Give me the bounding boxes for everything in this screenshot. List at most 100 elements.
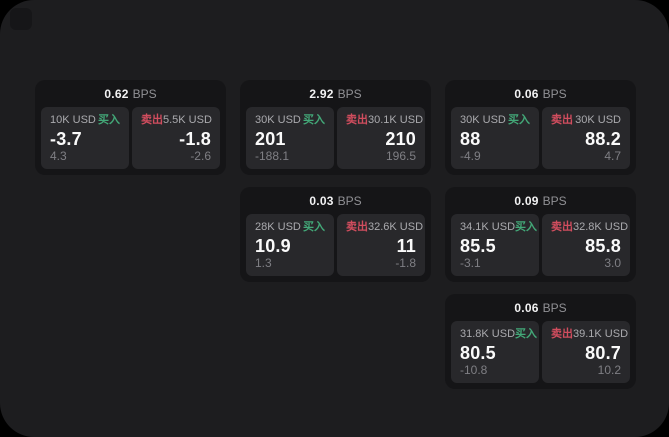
amount-label: 32.8K USD bbox=[573, 221, 629, 233]
amount-label: 39.1K USD bbox=[573, 328, 629, 340]
card-header: 0.03 BPS bbox=[240, 187, 431, 214]
buy-panel[interactable]: 28K USD 买入 10.9 1.3 bbox=[246, 214, 334, 276]
card-header: 0.62 BPS bbox=[35, 80, 226, 107]
buy-side-label: 买入 bbox=[303, 114, 325, 126]
buy-price: 88 bbox=[460, 128, 481, 149]
buy-change: 1.3 bbox=[255, 256, 272, 270]
card-panels: 34.1K USD 买入 85.5 -3.1 卖出 32.8K USD 85.8… bbox=[445, 214, 636, 282]
sell-panel[interactable]: 卖出 32.8K USD 85.8 3.0 bbox=[542, 214, 630, 276]
sell-side-label: 卖出 bbox=[551, 221, 573, 233]
buy-side-label: 买入 bbox=[98, 114, 120, 126]
sell-change: -1.8 bbox=[395, 256, 416, 270]
logo-tile bbox=[10, 8, 32, 30]
bps-unit: BPS bbox=[337, 193, 362, 208]
buy-label-row: 30K USD 买入 bbox=[255, 114, 325, 127]
sell-panel[interactable]: 卖出 32.6K USD 11 -1.8 bbox=[337, 214, 425, 276]
sell-label-row: 卖出 5.5K USD bbox=[141, 114, 212, 127]
amount-label: 30K USD bbox=[255, 114, 301, 126]
sell-panel[interactable]: 卖出 30.1K USD 210 196.5 bbox=[337, 107, 425, 169]
sell-panel[interactable]: 卖出 39.1K USD 80.7 10.2 bbox=[542, 321, 630, 383]
sell-price: 80.7 bbox=[585, 342, 621, 363]
card-panels: 28K USD 买入 10.9 1.3 卖出 32.6K USD 11 -1.8 bbox=[240, 214, 431, 282]
sell-side-label: 卖出 bbox=[551, 114, 573, 126]
buy-side-label: 买入 bbox=[515, 328, 538, 340]
buy-panel[interactable]: 30K USD 买入 88 -4.9 bbox=[451, 107, 539, 169]
buy-label-row: 34.1K USD 买入 bbox=[460, 221, 537, 234]
amount-label: 32.6K USD bbox=[368, 221, 424, 233]
buy-change: -3.1 bbox=[460, 256, 481, 270]
sell-side-label: 卖出 bbox=[551, 328, 573, 340]
amount-label: 31.8K USD bbox=[460, 328, 516, 340]
buy-price: 80.5 bbox=[460, 342, 496, 363]
buy-change: 4.3 bbox=[50, 149, 67, 163]
sell-side-label: 卖出 bbox=[346, 114, 368, 126]
card-panels: 30K USD 买入 201 -188.1 卖出 30.1K USD 210 1… bbox=[240, 107, 431, 175]
buy-change: -10.8 bbox=[460, 363, 488, 377]
sell-label-row: 卖出 32.6K USD bbox=[346, 221, 423, 234]
sell-side-label: 卖出 bbox=[141, 114, 163, 126]
buy-side-label: 买入 bbox=[515, 221, 538, 233]
sell-change: 4.7 bbox=[604, 149, 621, 163]
sell-price: 11 bbox=[396, 235, 416, 256]
buy-price: 85.5 bbox=[460, 235, 496, 256]
card-panels: 30K USD 买入 88 -4.9 卖出 30K USD 88.2 4.7 bbox=[445, 107, 636, 175]
buy-price: 201 bbox=[255, 128, 286, 149]
sell-price: 85.8 bbox=[585, 235, 621, 256]
bps-value: 0.62 bbox=[104, 86, 129, 101]
quote-card: 0.03 BPS 28K USD 买入 10.9 1.3 卖出 32.6K US… bbox=[240, 187, 431, 282]
amount-label: 30K USD bbox=[460, 114, 506, 126]
sell-label-row: 卖出 30K USD bbox=[551, 114, 621, 127]
sell-label-row: 卖出 30.1K USD bbox=[346, 114, 423, 127]
buy-side-label: 买入 bbox=[508, 114, 530, 126]
card-header: 0.06 BPS bbox=[445, 80, 636, 107]
buy-label-row: 31.8K USD 买入 bbox=[460, 328, 537, 341]
sell-label-row: 卖出 39.1K USD bbox=[551, 328, 628, 341]
card-panels: 10K USD 买入 -3.7 4.3 卖出 5.5K USD -1.8 -2.… bbox=[35, 107, 226, 175]
buy-change: -4.9 bbox=[460, 149, 481, 163]
buy-label-row: 28K USD 买入 bbox=[255, 221, 325, 234]
sell-change: 3.0 bbox=[604, 256, 621, 270]
quote-card: 0.06 BPS 30K USD 买入 88 -4.9 卖出 30K USD 8… bbox=[445, 80, 636, 175]
buy-panel[interactable]: 31.8K USD 买入 80.5 -10.8 bbox=[451, 321, 539, 383]
card-header: 0.09 BPS bbox=[445, 187, 636, 214]
buy-side-label: 买入 bbox=[303, 221, 325, 233]
buy-change: -188.1 bbox=[255, 149, 290, 163]
card-header: 2.92 BPS bbox=[240, 80, 431, 107]
buy-panel[interactable]: 34.1K USD 买入 85.5 -3.1 bbox=[451, 214, 539, 276]
amount-label: 10K USD bbox=[50, 114, 96, 126]
sell-price: 210 bbox=[385, 128, 416, 149]
bps-unit: BPS bbox=[132, 86, 157, 101]
quote-card: 0.09 BPS 34.1K USD 买入 85.5 -3.1 卖出 32.8K… bbox=[445, 187, 636, 282]
amount-label: 5.5K USD bbox=[163, 114, 212, 126]
buy-panel[interactable]: 10K USD 买入 -3.7 4.3 bbox=[41, 107, 129, 169]
amount-label: 30.1K USD bbox=[368, 114, 424, 126]
sell-panel[interactable]: 卖出 5.5K USD -1.8 -2.6 bbox=[132, 107, 220, 169]
sell-change: 196.5 bbox=[385, 149, 416, 163]
amount-label: 34.1K USD bbox=[460, 221, 516, 233]
bps-value: 0.03 bbox=[309, 193, 334, 208]
sell-label-row: 卖出 32.8K USD bbox=[551, 221, 628, 234]
bps-unit: BPS bbox=[337, 86, 362, 101]
buy-price: -3.7 bbox=[50, 128, 82, 149]
bps-value: 0.06 bbox=[514, 86, 539, 101]
sell-panel[interactable]: 卖出 30K USD 88.2 4.7 bbox=[542, 107, 630, 169]
buy-label-row: 10K USD 买入 bbox=[50, 114, 120, 127]
quote-card: 0.06 BPS 31.8K USD 买入 80.5 -10.8 卖出 39.1… bbox=[445, 294, 636, 389]
sell-change: -2.6 bbox=[190, 149, 211, 163]
card-panels: 31.8K USD 买入 80.5 -10.8 卖出 39.1K USD 80.… bbox=[445, 321, 636, 389]
bps-unit: BPS bbox=[542, 300, 567, 315]
bps-unit: BPS bbox=[542, 193, 567, 208]
amount-label: 28K USD bbox=[255, 221, 301, 233]
card-header: 0.06 BPS bbox=[445, 294, 636, 321]
bps-value: 2.92 bbox=[309, 86, 334, 101]
buy-label-row: 30K USD 买入 bbox=[460, 114, 530, 127]
buy-price: 10.9 bbox=[255, 235, 291, 256]
sell-side-label: 卖出 bbox=[346, 221, 368, 233]
bps-value: 0.09 bbox=[514, 193, 539, 208]
sell-price: -1.8 bbox=[179, 128, 211, 149]
sell-price: 88.2 bbox=[585, 128, 621, 149]
bps-unit: BPS bbox=[542, 86, 567, 101]
quote-card: 2.92 BPS 30K USD 买入 201 -188.1 卖出 30.1K … bbox=[240, 80, 431, 175]
buy-panel[interactable]: 30K USD 买入 201 -188.1 bbox=[246, 107, 334, 169]
quote-card: 0.62 BPS 10K USD 买入 -3.7 4.3 卖出 5.5K USD… bbox=[35, 80, 226, 175]
